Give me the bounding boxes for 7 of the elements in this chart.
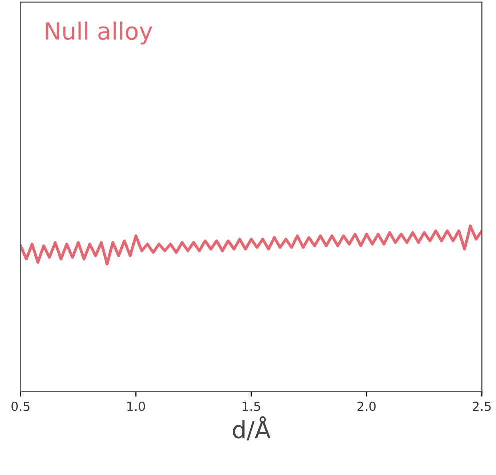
x-tick-label: 0.5 xyxy=(12,402,30,412)
x-axis-title: d/Å xyxy=(233,416,271,441)
x-tick-label: 2.0 xyxy=(358,402,376,412)
x-tick-label: 1.0 xyxy=(128,402,146,412)
x-tick-label: 1.5 xyxy=(242,402,260,412)
x-tick-label: 2.5 xyxy=(473,402,491,412)
chart-title: Null alloy xyxy=(46,22,152,45)
